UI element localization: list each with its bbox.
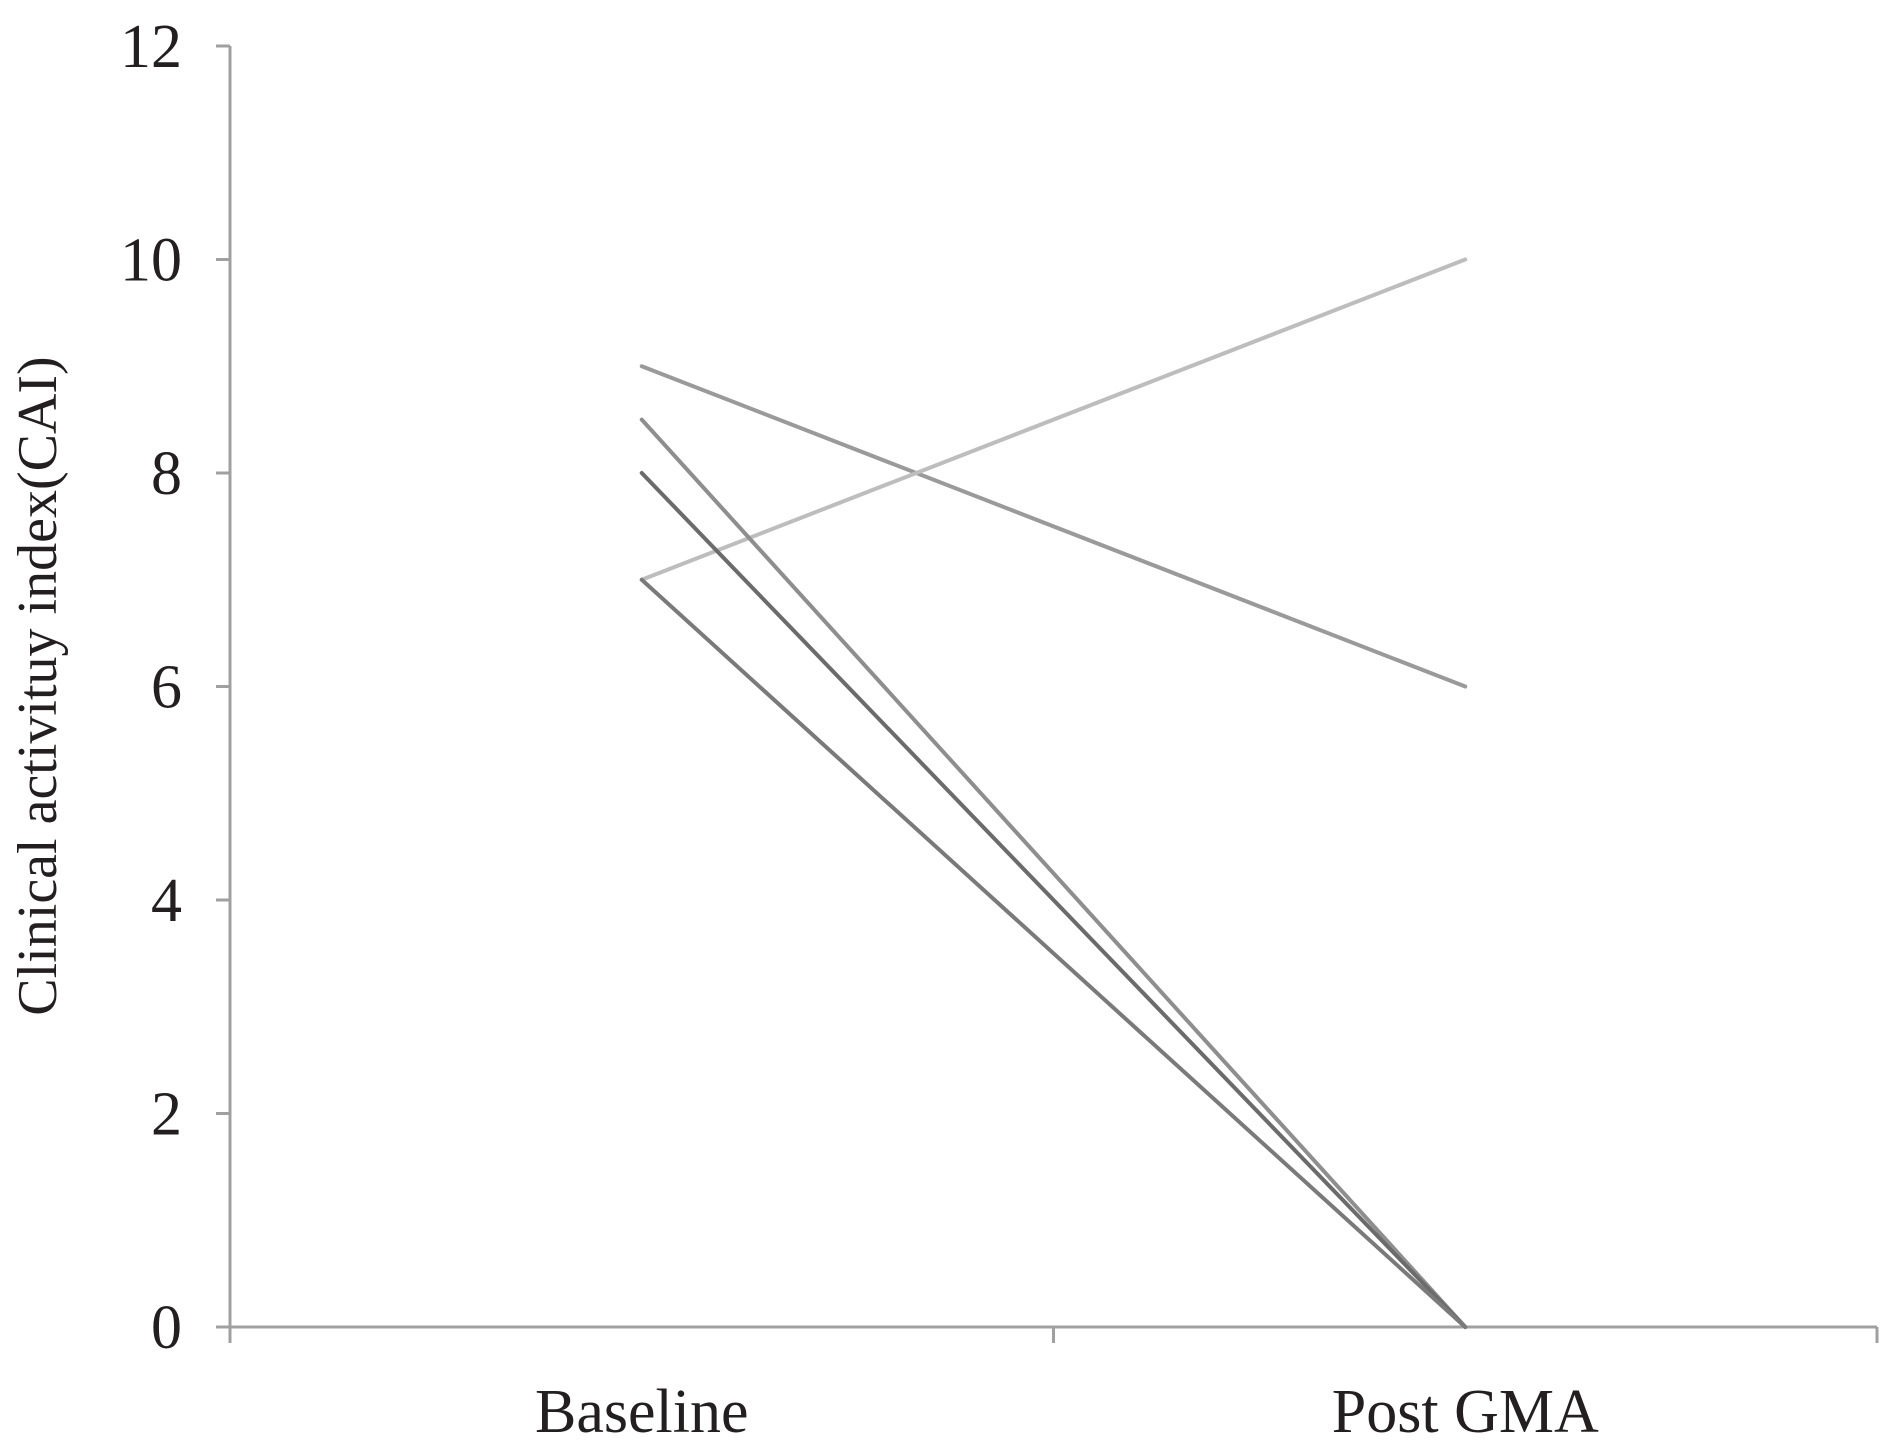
series-line-3 xyxy=(639,417,1468,1329)
x-category-label: Baseline xyxy=(535,1378,749,1442)
x-axis: Baseline Post GMA xyxy=(216,1325,1879,1442)
series-line-2 xyxy=(639,257,1468,582)
y-tick-label: 6 xyxy=(151,654,182,722)
series-line-5 xyxy=(639,577,1468,1329)
y-tick-label: 8 xyxy=(151,440,182,508)
y-axis-title: Clinical activituy index(CAI) xyxy=(7,356,69,1015)
series-lines xyxy=(639,257,1468,1329)
y-ticks: 0 2 4 6 8 10 12 xyxy=(120,13,230,1362)
y-tick-label: 2 xyxy=(151,1081,182,1149)
y-axis: 0 2 4 6 8 10 12 xyxy=(120,13,232,1362)
y-tick-label: 10 xyxy=(120,227,182,295)
y-tick-label: 12 xyxy=(120,13,182,81)
series-line-4 xyxy=(639,471,1468,1329)
y-tick-label: 0 xyxy=(151,1294,182,1362)
series-line-1 xyxy=(639,364,1468,689)
x-ticks: Baseline Post GMA xyxy=(228,1327,1879,1442)
y-tick-label: 4 xyxy=(151,867,182,935)
x-category-label: Post GMA xyxy=(1332,1378,1599,1442)
